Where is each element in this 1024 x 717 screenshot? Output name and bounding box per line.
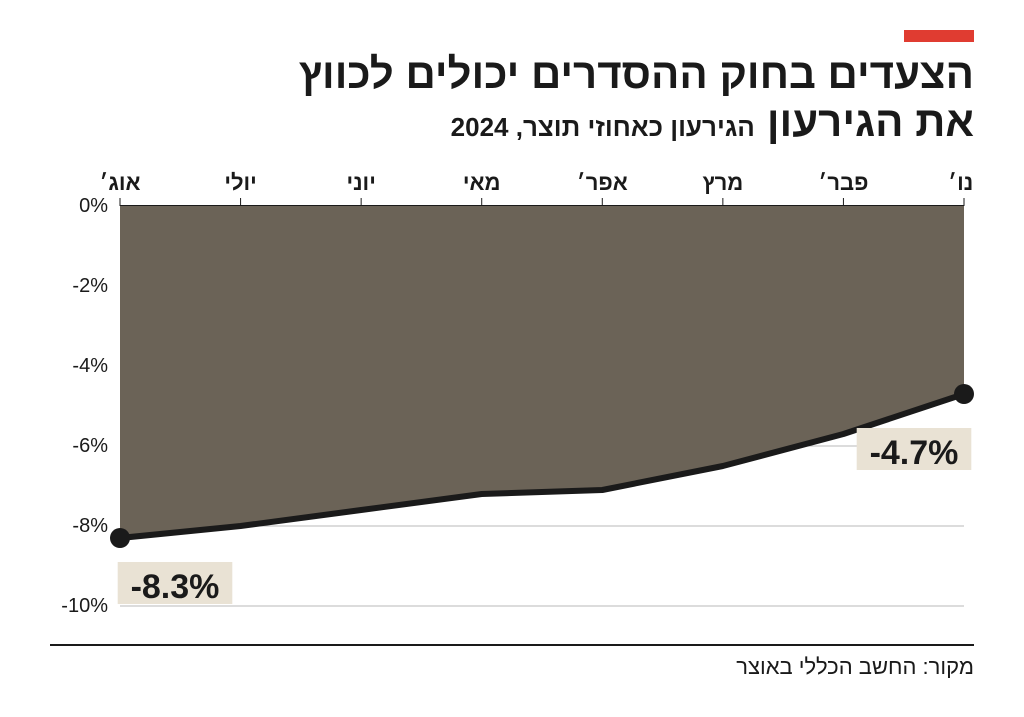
svg-text:-6%: -6% bbox=[72, 435, 108, 457]
svg-text:-4.7%: -4.7% bbox=[870, 434, 959, 472]
svg-text:פבר׳: פבר׳ bbox=[818, 170, 868, 195]
svg-text:אפר׳: אפר׳ bbox=[577, 170, 628, 195]
svg-text:-10%: -10% bbox=[61, 595, 108, 617]
svg-text:-2%: -2% bbox=[72, 275, 108, 297]
svg-text:אוג׳: אוג׳ bbox=[99, 170, 140, 195]
chart-svg: 0% -2% -4% -6% -8% -10% ינו׳ פבר׳ מרץ אפר׳ מאי יוני… bbox=[50, 166, 974, 626]
svg-text:0%: 0% bbox=[79, 195, 108, 217]
subtitle: הגירעון כאחוזי תוצר, 2024 bbox=[451, 112, 755, 143]
title-line1: הצעדים בחוק ההסדרים יכולים לכווץ bbox=[50, 50, 974, 98]
accent-bar bbox=[904, 30, 974, 42]
svg-text:-8.3%: -8.3% bbox=[131, 568, 220, 606]
svg-text:מרץ: מרץ bbox=[702, 170, 743, 195]
svg-text:-4%: -4% bbox=[72, 355, 108, 377]
title-block: הצעדים בחוק ההסדרים יכולים לכווץ את הגיר… bbox=[50, 50, 974, 146]
source-rule bbox=[50, 644, 974, 646]
title-line2: את הגירעון bbox=[767, 98, 974, 146]
chart: 0% -2% -4% -6% -8% -10% ינו׳ פבר׳ מרץ אפר׳ מאי יוני… bbox=[50, 166, 974, 626]
source-text: מקור: החשב הכללי באוצר bbox=[50, 654, 974, 680]
svg-text:יולי: יולי bbox=[224, 170, 256, 195]
svg-text:יוני: יוני bbox=[346, 170, 375, 195]
svg-text:ינו׳: ינו׳ bbox=[948, 170, 974, 195]
svg-text:מאי: מאי bbox=[463, 170, 501, 195]
svg-text:-8%: -8% bbox=[72, 515, 108, 537]
